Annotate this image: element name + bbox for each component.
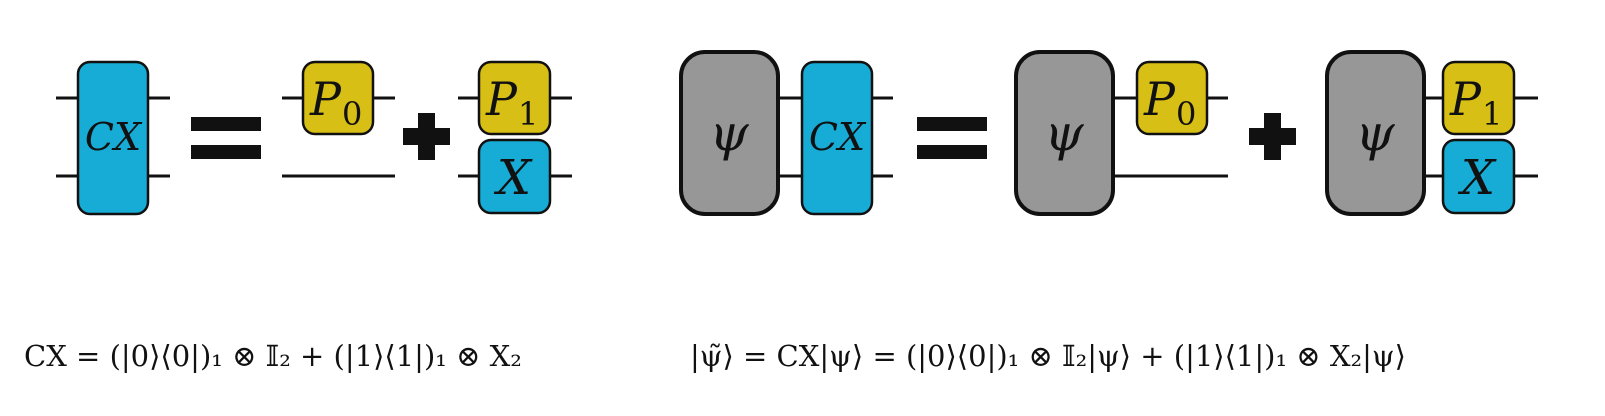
cx-gate	[800, 60, 874, 216]
p1-gate	[1441, 60, 1516, 136]
psi-state-block	[1014, 50, 1115, 216]
left-formula: CX = (|0⟩⟨0|)₁ ⊗ 𝕀₂ + (|1⟩⟨1|)₁ ⊗ X₂	[24, 339, 522, 373]
p0-gate-label: P0	[1143, 72, 1196, 133]
p0-gate-label: P0	[309, 72, 362, 133]
right-plus-sign	[1249, 113, 1296, 160]
equals-bar-top	[191, 117, 261, 131]
p0-gate	[1135, 60, 1209, 136]
cx-gate-label: CX	[85, 115, 143, 159]
psi-state-label: ψ	[1355, 104, 1395, 162]
right-cx-psi-circuit: ψ CX	[679, 50, 893, 216]
p1-gate-label: P1	[485, 72, 538, 133]
equals-bar-bottom	[191, 145, 261, 159]
right-equals-sign	[917, 117, 987, 159]
p0-gate	[301, 60, 375, 136]
psi-state-block	[1325, 50, 1426, 216]
p1-gate-label: P1	[1449, 72, 1502, 133]
x-gate	[1441, 138, 1516, 215]
right-formula: |ψ̃⟩ = CX|ψ⟩ = (|0⟩⟨0|)₁ ⊗ 𝕀₂|ψ⟩ + (|1⟩⟨…	[690, 339, 1406, 373]
equals-bar-top	[917, 117, 987, 131]
right-projector0-term: ψ P0	[1014, 50, 1228, 216]
right-projector1-term: ψ P1 X	[1325, 50, 1538, 216]
plus-vertical-bar	[1264, 113, 1281, 160]
left-equals-sign	[191, 117, 261, 159]
psi-state-block	[679, 50, 780, 216]
psi-state-label: ψ	[1044, 104, 1084, 162]
cx-gate-label: CX	[809, 115, 867, 159]
x-gate	[477, 138, 552, 215]
x-gate-label: X	[493, 150, 533, 206]
p1-gate	[477, 60, 552, 136]
left-projector0-term: P0	[282, 60, 395, 178]
cx-gate	[76, 60, 150, 216]
left-projector1-term: P1 X	[458, 60, 572, 215]
psi-state-label: ψ	[709, 104, 749, 162]
plus-vertical-bar	[418, 113, 435, 160]
left-plus-sign	[403, 113, 450, 160]
left-cx-circuit: CX	[56, 60, 170, 216]
equals-bar-bottom	[917, 145, 987, 159]
x-gate-label: X	[1457, 150, 1497, 206]
